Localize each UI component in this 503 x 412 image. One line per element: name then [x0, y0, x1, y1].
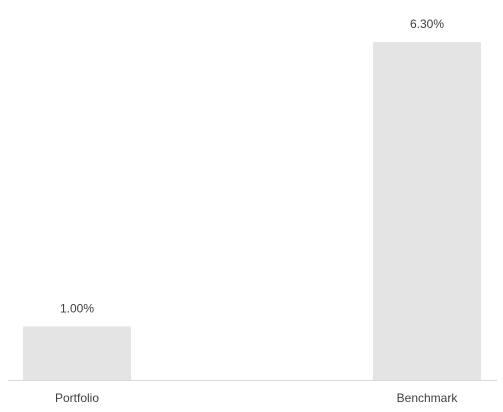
x-tick-label-benchmark: Benchmark: [397, 391, 459, 405]
x-axis-ticks: Portfolio Benchmark: [55, 391, 458, 405]
bar-portfolio: [23, 326, 131, 380]
bar-benchmark: [373, 42, 481, 380]
data-label-benchmark: 6.30%: [410, 17, 444, 31]
x-tick-label-portfolio: Portfolio: [55, 391, 99, 405]
bars-layer: [23, 42, 481, 380]
data-label-portfolio: 1.00%: [60, 301, 94, 315]
labels-layer: 1.00% 6.30%: [60, 17, 444, 315]
